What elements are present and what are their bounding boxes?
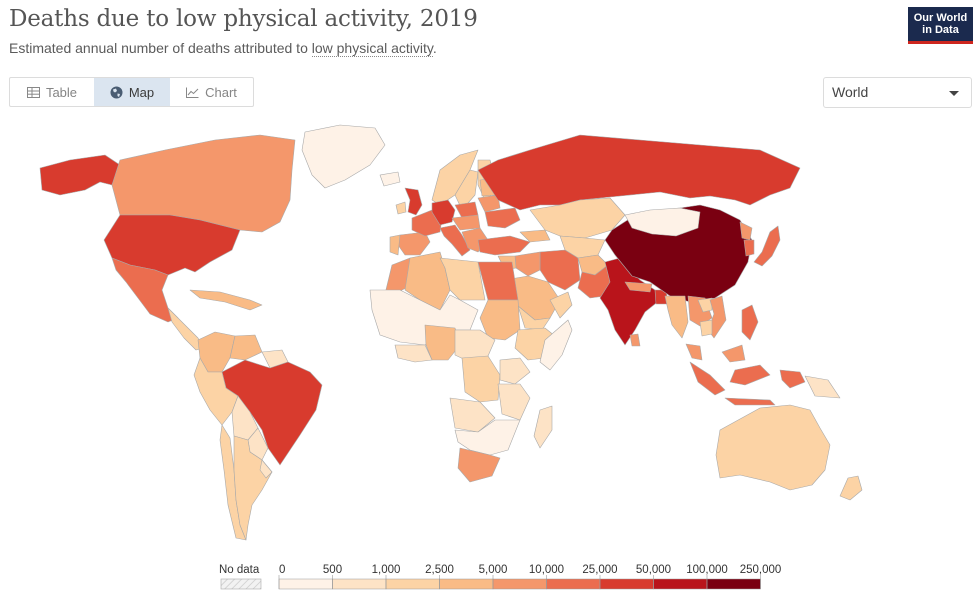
legend-bin[interactable] — [492, 578, 547, 590]
map-region[interactable]: Papua New Guinea — [804, 375, 841, 399]
subtitle-link[interactable]: low physical activity — [311, 40, 433, 57]
world-map: Alaska / United States Canada Greenland … — [39, 124, 863, 541]
map-region[interactable]: Southern Africa — [454, 419, 521, 456]
legend-bin[interactable] — [706, 578, 761, 590]
map-region[interactable]: Madagascar — [533, 405, 553, 449]
tab-table[interactable]: Table — [10, 78, 94, 106]
map-region[interactable]: Angola — [449, 397, 496, 433]
map-region[interactable]: Laos — [697, 297, 713, 313]
map-region[interactable]: Malaysia — [685, 343, 746, 363]
map-region[interactable]: Japan — [753, 225, 781, 267]
legend-tick-label: 25,000 — [582, 564, 617, 576]
legend-tick-label: 100,000 — [686, 564, 728, 576]
map-region[interactable]: South Africa — [457, 447, 501, 483]
map-region[interactable]: DR Congo — [461, 355, 501, 403]
map-region[interactable]: Iran — [539, 249, 581, 291]
subtitle-suffix: . — [432, 40, 437, 56]
map-region[interactable]: Turkey — [477, 235, 531, 256]
map-region[interactable]: Belarus — [477, 194, 501, 213]
legend-tick-label: 0 — [279, 564, 285, 576]
legend-no-data-label: No data — [219, 564, 260, 576]
legend-bin[interactable] — [278, 578, 333, 590]
map-region[interactable]: Germany — [431, 199, 456, 226]
map-region[interactable]: Vietnam — [707, 295, 727, 339]
map-region[interactable]: Caucasus — [519, 229, 551, 243]
subtitle-text: Estimated annual number of deaths attrib… — [9, 40, 312, 56]
table-icon — [26, 86, 40, 98]
legend-tick-label: 2,500 — [425, 564, 454, 576]
chevron-down-icon — [949, 91, 959, 96]
legend-bin[interactable] — [546, 578, 601, 590]
legend-tick-label: 50,000 — [636, 564, 671, 576]
map-region[interactable]: Caribbean — [189, 289, 263, 311]
chart-title: Deaths due to low physical activity, 201… — [9, 6, 478, 32]
tab-map[interactable]: Map — [94, 78, 170, 106]
globe-icon — [110, 86, 123, 99]
map-region[interactable]: Ireland — [395, 201, 407, 215]
legend-bin[interactable] — [385, 578, 440, 590]
legend-no-data-swatch[interactable] — [220, 578, 262, 590]
legend-tick-label: 5,000 — [479, 564, 508, 576]
map-region[interactable]: Kazakhstan — [529, 197, 626, 239]
map-region[interactable]: Venezuela — [229, 334, 263, 361]
legend-bin[interactable] — [332, 578, 387, 590]
tab-map-label: Map — [128, 84, 155, 100]
map-region[interactable]: Ukraine — [484, 207, 521, 229]
map-region[interactable]: West Africa Sahel — [369, 289, 479, 346]
legend-tick-label: 500 — [323, 564, 342, 576]
map-region[interactable]: Italy — [439, 224, 471, 257]
line-chart-icon — [186, 87, 199, 98]
map-region[interactable]: Alaska / United States — [39, 154, 121, 196]
map-region[interactable]: Russia — [477, 134, 801, 211]
logo-line-2: in Data — [922, 24, 959, 36]
tab-chart[interactable]: Chart — [170, 78, 253, 106]
map-region[interactable]: Somalia — [539, 319, 573, 371]
map-region[interactable]: Iceland — [379, 171, 401, 187]
map-region[interactable]: Sri Lanka — [629, 333, 641, 347]
logo-line-1: Our World — [913, 12, 968, 24]
owid-logo[interactable]: Our World in Data — [908, 7, 973, 44]
tab-table-label: Table — [45, 84, 78, 100]
legend-tick-label: 1,000 — [372, 564, 401, 576]
map-region[interactable]: Mongolia — [624, 207, 701, 237]
map-region[interactable]: South Korea — [743, 239, 755, 257]
map-region[interactable]: Portugal — [389, 234, 401, 256]
map-region[interactable]: North Korea — [739, 221, 753, 241]
map-region[interactable]: Myanmar — [664, 295, 689, 339]
legend-bin[interactable] — [439, 578, 494, 590]
map-region[interactable]: Tanzania — [497, 383, 531, 421]
map-region[interactable]: Algeria — [404, 251, 451, 311]
map-region[interactable]: Cambodia — [699, 319, 713, 337]
map-region[interactable]: Iraq — [514, 251, 541, 277]
tab-chart-label: Chart — [205, 84, 237, 100]
region-select[interactable]: World — [823, 77, 972, 108]
map-region[interactable]: United Kingdom — [404, 187, 423, 216]
map-region[interactable]: New Zealand — [839, 475, 863, 501]
chart-subtitle: Estimated annual number of deaths attrib… — [9, 40, 437, 57]
map-region[interactable]: Nigeria — [424, 324, 461, 361]
map-region[interactable]: West Coast Africa — [394, 344, 433, 363]
legend-bin[interactable] — [653, 578, 708, 590]
map-region[interactable]: Yemen — [517, 305, 551, 331]
map-region[interactable]: Greenland — [301, 124, 386, 189]
map-region[interactable]: Uruguay — [259, 459, 273, 479]
map-region[interactable]: India — [599, 257, 661, 346]
map-region[interactable]: Oman — [549, 291, 573, 319]
map-region[interactable]: Nepal — [624, 281, 653, 293]
region-select-value: World — [832, 84, 869, 100]
map-region[interactable]: Indonesia — [689, 361, 806, 406]
legend-tick-label: 250,000 — [740, 564, 782, 576]
map-region[interactable]: Sudan — [479, 299, 521, 341]
map-region[interactable]: Philippines — [741, 304, 759, 341]
legend-bin[interactable] — [599, 578, 654, 590]
view-tabs: Table Map Chart — [9, 77, 254, 107]
map-legend: No data 0 500 1,000 2,500 5,000 10,000 25,000 5… — [219, 564, 782, 590]
map-region[interactable]: Australia — [715, 404, 831, 491]
legend-tick-label: 10,000 — [529, 564, 564, 576]
map-region[interactable]: Kenya — [499, 357, 531, 385]
